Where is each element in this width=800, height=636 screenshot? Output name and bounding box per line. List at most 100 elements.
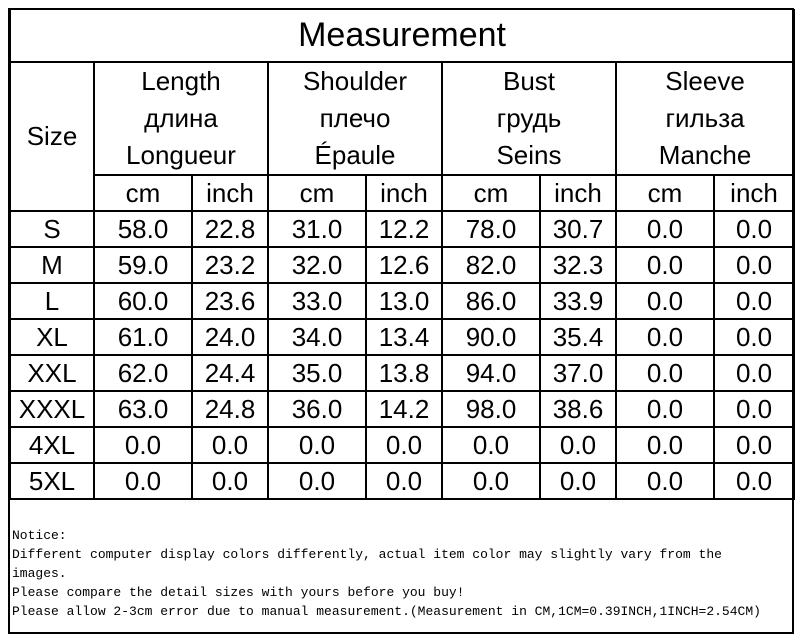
measurement-cell: 0.0 <box>267 462 367 500</box>
measurement-cell: 30.7 <box>539 210 617 248</box>
measurement-cell: 0.0 <box>93 462 193 500</box>
measurement-cell: 34.0 <box>267 318 367 356</box>
header-line: грудь <box>496 103 562 133</box>
measurement-cell: 32.0 <box>267 246 367 284</box>
measurement-cell: 13.8 <box>365 354 443 392</box>
measurement-cell: 35.4 <box>539 318 617 356</box>
measurement-cell: 14.2 <box>365 390 443 428</box>
notice: Notice: Different computer display color… <box>12 526 784 621</box>
header-line: Épaule <box>314 140 396 170</box>
size-label: 4XL <box>9 426 95 464</box>
measurement-cell: 0.0 <box>615 318 715 356</box>
measurement-cell: 12.6 <box>365 246 443 284</box>
measurement-cell: 32.3 <box>539 246 617 284</box>
measurement-cell: 0.0 <box>191 462 269 500</box>
measurement-cell: 0.0 <box>712 246 796 284</box>
header-line: Sleeve <box>665 66 745 96</box>
measurement-cell: 98.0 <box>441 390 541 428</box>
measurement-cell: 0.0 <box>191 426 269 464</box>
measurement-cell: 0.0 <box>365 426 443 464</box>
header-line: гильза <box>665 103 745 133</box>
header-line: плечо <box>319 103 391 133</box>
column-header: Sleeve гильза Manche <box>614 61 796 176</box>
measurement-cell: 12.2 <box>365 210 443 248</box>
measurement-cell: 36.0 <box>267 390 367 428</box>
measurement-cell: 38.6 <box>539 390 617 428</box>
notice-line: Different computer display colors differ… <box>12 547 722 581</box>
header-row: Size Length длина Longueur Shoulder плечо Épau… <box>9 61 796 212</box>
measurement-cell: 82.0 <box>441 246 541 284</box>
measurement-cell: 0.0 <box>712 318 796 356</box>
measurement-cell: 0.0 <box>712 354 796 392</box>
table-title: Measurement <box>8 9 796 63</box>
measurement-cell: 0.0 <box>267 426 367 464</box>
measurement-cell: 0.0 <box>615 354 715 392</box>
measurement-cell: 24.0 <box>191 318 269 356</box>
size-header: Size <box>9 61 95 212</box>
size-chart: Measurement Size Length длина Longueur Shoul… <box>8 8 796 634</box>
measurement-cell: 94.0 <box>441 354 541 392</box>
measurement-cell: 61.0 <box>93 318 193 356</box>
measurement-cell: 33.9 <box>539 282 617 320</box>
unit-label: cm <box>267 174 367 212</box>
measurement-cell: 13.0 <box>365 282 443 320</box>
size-label: M <box>9 246 95 284</box>
measurement-cell: 59.0 <box>93 246 193 284</box>
data-row: L 60.0 23.6 33.0 13.0 86.0 33.9 0.0 0.0 <box>9 282 796 320</box>
measurement-cell: 0.0 <box>365 462 443 500</box>
measurement-cell: 62.0 <box>93 354 193 392</box>
header-line: Longueur <box>126 140 236 170</box>
unit-label: cm <box>441 174 541 212</box>
measurement-cell: 63.0 <box>93 390 193 428</box>
data-row: XXXL 63.0 24.8 36.0 14.2 98.0 38.6 0.0 0.0 <box>9 390 796 428</box>
size-label: S <box>9 210 95 248</box>
measurement-cell: 0.0 <box>615 462 715 500</box>
unit-row: cm inch cm inch cm inch cm inch <box>10 174 796 212</box>
measurement-cell: 35.0 <box>267 354 367 392</box>
header-line: длина <box>144 103 218 133</box>
measurement-cell: 37.0 <box>539 354 617 392</box>
notice-line: Please allow 2-3cm error due to manual m… <box>12 604 761 619</box>
measurement-cell: 24.8 <box>191 390 269 428</box>
data-row: 5XL 0.0 0.0 0.0 0.0 0.0 0.0 0.0 0.0 <box>9 462 796 500</box>
data-row: M 59.0 23.2 32.0 12.6 82.0 32.3 0.0 0.0 <box>9 246 796 284</box>
measurement-cell: 22.8 <box>191 210 269 248</box>
unit-label: inch <box>365 174 443 212</box>
measurement-cell: 0.0 <box>712 462 796 500</box>
measurement-cell: 58.0 <box>93 210 193 248</box>
notice-line: Please compare the detail sizes with you… <box>12 585 465 600</box>
header-line: Seins <box>496 140 562 170</box>
unit-label: inch <box>712 174 796 212</box>
measurement-cell: 0.0 <box>615 390 715 428</box>
column-header: Length длина Longueur <box>93 61 269 176</box>
measurement-cell: 0.0 <box>712 390 796 428</box>
measurement-cell: 0.0 <box>539 426 617 464</box>
measurement-cell: 0.0 <box>615 210 715 248</box>
measurement-cell: 23.2 <box>191 246 269 284</box>
table-body: Measurement Size Length длина Longueur Shoul… <box>8 9 796 500</box>
header-line: Bust <box>502 66 556 96</box>
unit-label: inch <box>191 174 269 212</box>
size-label: XXXL <box>9 390 95 428</box>
measurement-cell: 23.6 <box>191 282 269 320</box>
measurement-cell: 0.0 <box>615 426 715 464</box>
data-row: XXL 62.0 24.4 35.0 13.8 94.0 37.0 0.0 0.0 <box>9 354 796 392</box>
data-row: S 58.0 22.8 31.0 12.2 78.0 30.7 0.0 0.0 <box>9 210 796 248</box>
notice-heading: Notice: <box>12 528 67 543</box>
header-line: Manche <box>658 140 752 170</box>
measurement-cell: 78.0 <box>441 210 541 248</box>
measurement-cell: 86.0 <box>441 282 541 320</box>
data-row: XL 61.0 24.0 34.0 13.4 90.0 35.4 0.0 0.0 <box>9 318 796 356</box>
column-header: Bust грудь Seins <box>441 61 617 176</box>
size-label: XXL <box>9 354 95 392</box>
measurement-table: Measurement Size Length длина Longueur Shoul… <box>8 9 796 500</box>
measurement-cell: 0.0 <box>441 462 541 500</box>
measurement-cell: 0.0 <box>615 246 715 284</box>
measurement-cell: 0.0 <box>615 282 715 320</box>
header-line: Length <box>141 66 221 96</box>
measurement-cell: 60.0 <box>93 282 193 320</box>
measurement-cell: 0.0 <box>712 426 796 464</box>
size-label: L <box>9 282 95 320</box>
measurement-cell: 33.0 <box>267 282 367 320</box>
size-label: XL <box>9 318 95 356</box>
